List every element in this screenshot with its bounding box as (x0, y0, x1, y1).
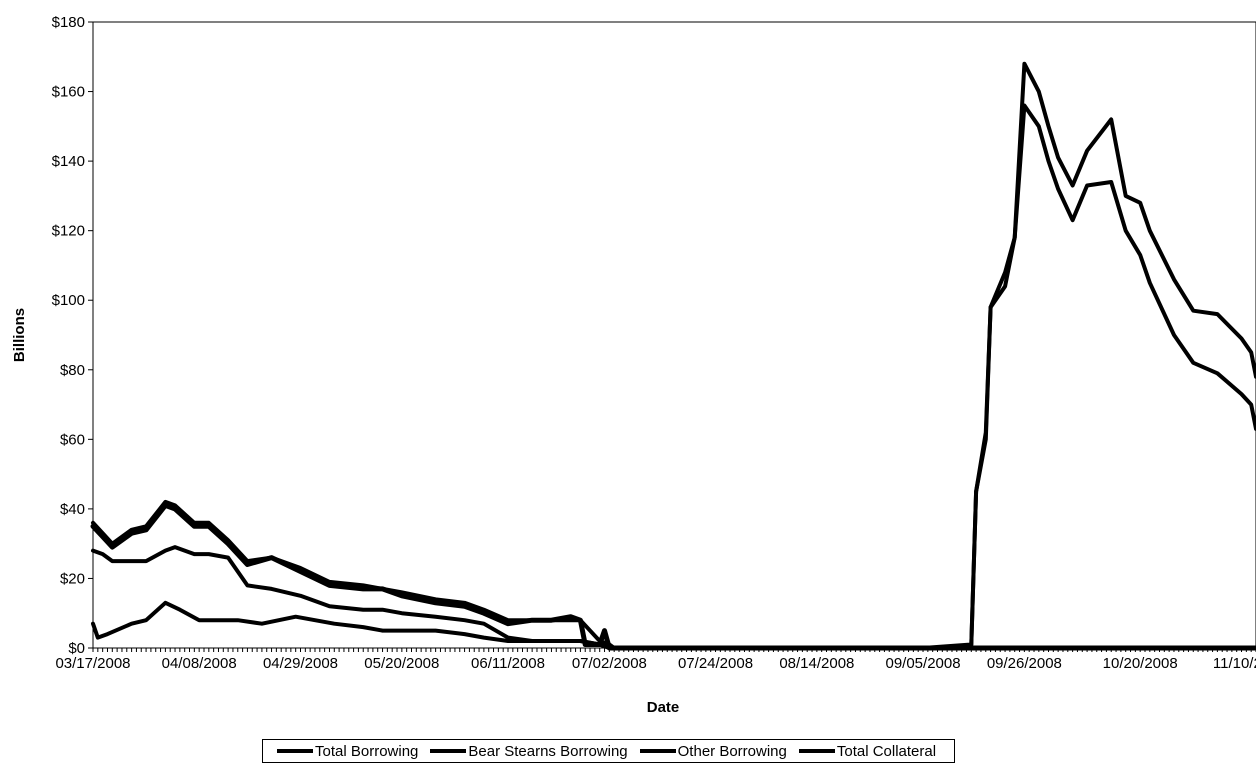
legend-label: Other Borrowing (677, 742, 787, 760)
plot-area (92, 21, 1256, 649)
y-tick-label: $60 (60, 431, 85, 448)
legend-label: Bear Stearns Borrowing (468, 742, 628, 760)
legend-item: Total Borrowing (277, 743, 418, 760)
legend-item: Bear Stearns Borrowing (430, 742, 628, 760)
legend-swatch (277, 749, 313, 753)
y-tick-label: $120 (52, 223, 85, 240)
x-tick-label: 10/20/2008 (1103, 655, 1178, 672)
legend: Total Borrowing Bear Stearns Borrowing Oth… (262, 739, 956, 763)
y-tick-label: $160 (52, 84, 85, 101)
x-tick-label: 04/08/2008 (162, 655, 237, 672)
x-tick-label: 09/26/2008 (987, 655, 1062, 672)
line-chart: $0 $20 $40 $60 $80 $100 $120 $140 $160 $180 03/17… (11, 14, 1256, 716)
y-tick-label: $40 (60, 501, 85, 518)
x-tick-label: 08/14/2008 (779, 655, 854, 672)
legend-label: Total Borrowing (315, 742, 419, 760)
series-line-total-collateral (90, 502, 1256, 651)
x-axis: 03/17/2008 04/08/2008 04/29/2008 05/20/2008… (55, 648, 1256, 672)
y-tick-label: $80 (60, 362, 85, 379)
legend-item: Total Collateral (798, 742, 937, 760)
legend-item: Other Borrowing (639, 742, 787, 760)
x-tick-label: 03/17/2008 (55, 655, 130, 672)
legend-label: Total Collateral (836, 742, 937, 760)
legend-swatch (798, 749, 835, 753)
series-layer (90, 61, 1256, 651)
x-axis-title: Date (647, 699, 680, 716)
y-tick-label: $100 (52, 292, 85, 309)
x-tick-label: 07/02/2008 (572, 655, 647, 672)
x-tick-label: 11/10/20 (1213, 655, 1256, 672)
y-axis: $0 $20 $40 $60 $80 $100 $120 $140 $160 $180 (52, 14, 93, 657)
x-tick-label: 04/29/2008 (263, 655, 338, 672)
y-tick-label: $140 (52, 153, 85, 170)
x-tick-label: 09/05/2008 (885, 655, 960, 672)
y-tick-label: $0 (68, 640, 85, 657)
y-axis-title: Billions (11, 308, 28, 362)
x-tick-label: 07/24/2008 (678, 655, 753, 672)
x-tick-label: 06/11/2008 (471, 655, 545, 672)
legend-swatch (430, 749, 467, 753)
x-tick-label: 05/20/2008 (364, 655, 439, 672)
y-tick-label: $180 (52, 14, 85, 31)
legend-swatch (639, 749, 676, 753)
y-tick-label: $20 (60, 570, 85, 587)
